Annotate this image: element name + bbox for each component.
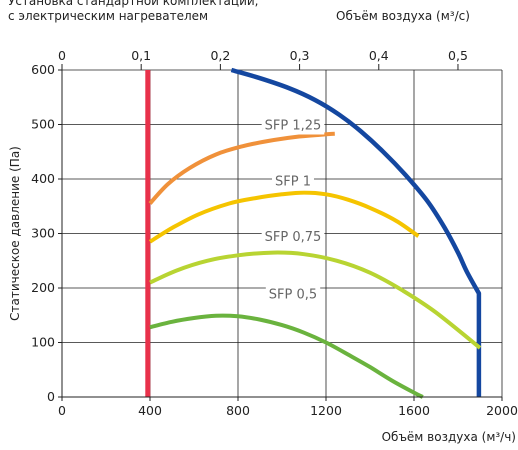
x-tick-label: 1200: [310, 403, 342, 418]
sfp-label: SFP 1,25: [265, 119, 322, 134]
series-lines: [145, 67, 482, 399]
x-tick-label: 1600: [398, 403, 430, 418]
chart-subtitle-line-1: Установка стандартной комплектации,: [8, 0, 259, 8]
top-axis-title: Объём воздуха (м³/с): [336, 9, 470, 23]
x2-tick-label: 0,5: [448, 48, 468, 63]
y-tick-label: 600: [31, 62, 55, 77]
sfp-curve: [149, 250, 482, 350]
x-axis-title: Объём воздуха (м³/ч): [381, 430, 516, 444]
sfp-curve: [149, 313, 424, 399]
x2-tick-label: 0,4: [369, 48, 389, 63]
sfp-curve: [148, 190, 420, 244]
x-tick-label: 800: [226, 403, 250, 418]
y-axis-title: Статическое давление (Па): [8, 146, 22, 321]
sfp-label: SFP 0,75: [265, 230, 322, 245]
x2-tick-label: 0: [58, 48, 66, 63]
y-tick-label: 0: [47, 389, 55, 404]
sfp-label-background: [272, 173, 314, 191]
sfp-curve: [148, 131, 335, 205]
sfp-label-background: [265, 286, 321, 304]
max-performance-curve: [230, 67, 482, 397]
y-tick-label: 100: [31, 335, 55, 350]
x2-tick-label: 0,2: [210, 48, 230, 63]
y-tick-label: 400: [31, 171, 55, 186]
sfp-label-background: [261, 229, 325, 247]
x-tick-label: 400: [138, 403, 162, 418]
x-tick-label: 2000: [486, 403, 518, 418]
y-tick-label: 500: [31, 117, 55, 132]
y-tick-label: 300: [31, 226, 55, 241]
sfp-label: SFP 1: [275, 175, 311, 190]
series-labels: SFP 1,25 SFP 1 SFP 0,75 SFP 0,5: [261, 117, 325, 304]
y-tick-label: 200: [31, 280, 55, 295]
x-tick-label: 0: [58, 403, 66, 418]
chart-subtitle-line-2: с электрическим нагревателем: [8, 9, 209, 23]
sfp-label: SFP 0,5: [269, 287, 317, 302]
x2-tick-label: 0,3: [290, 48, 310, 63]
sfp-label-background: [261, 117, 325, 135]
x2-tick-label: 0,1: [131, 48, 151, 63]
